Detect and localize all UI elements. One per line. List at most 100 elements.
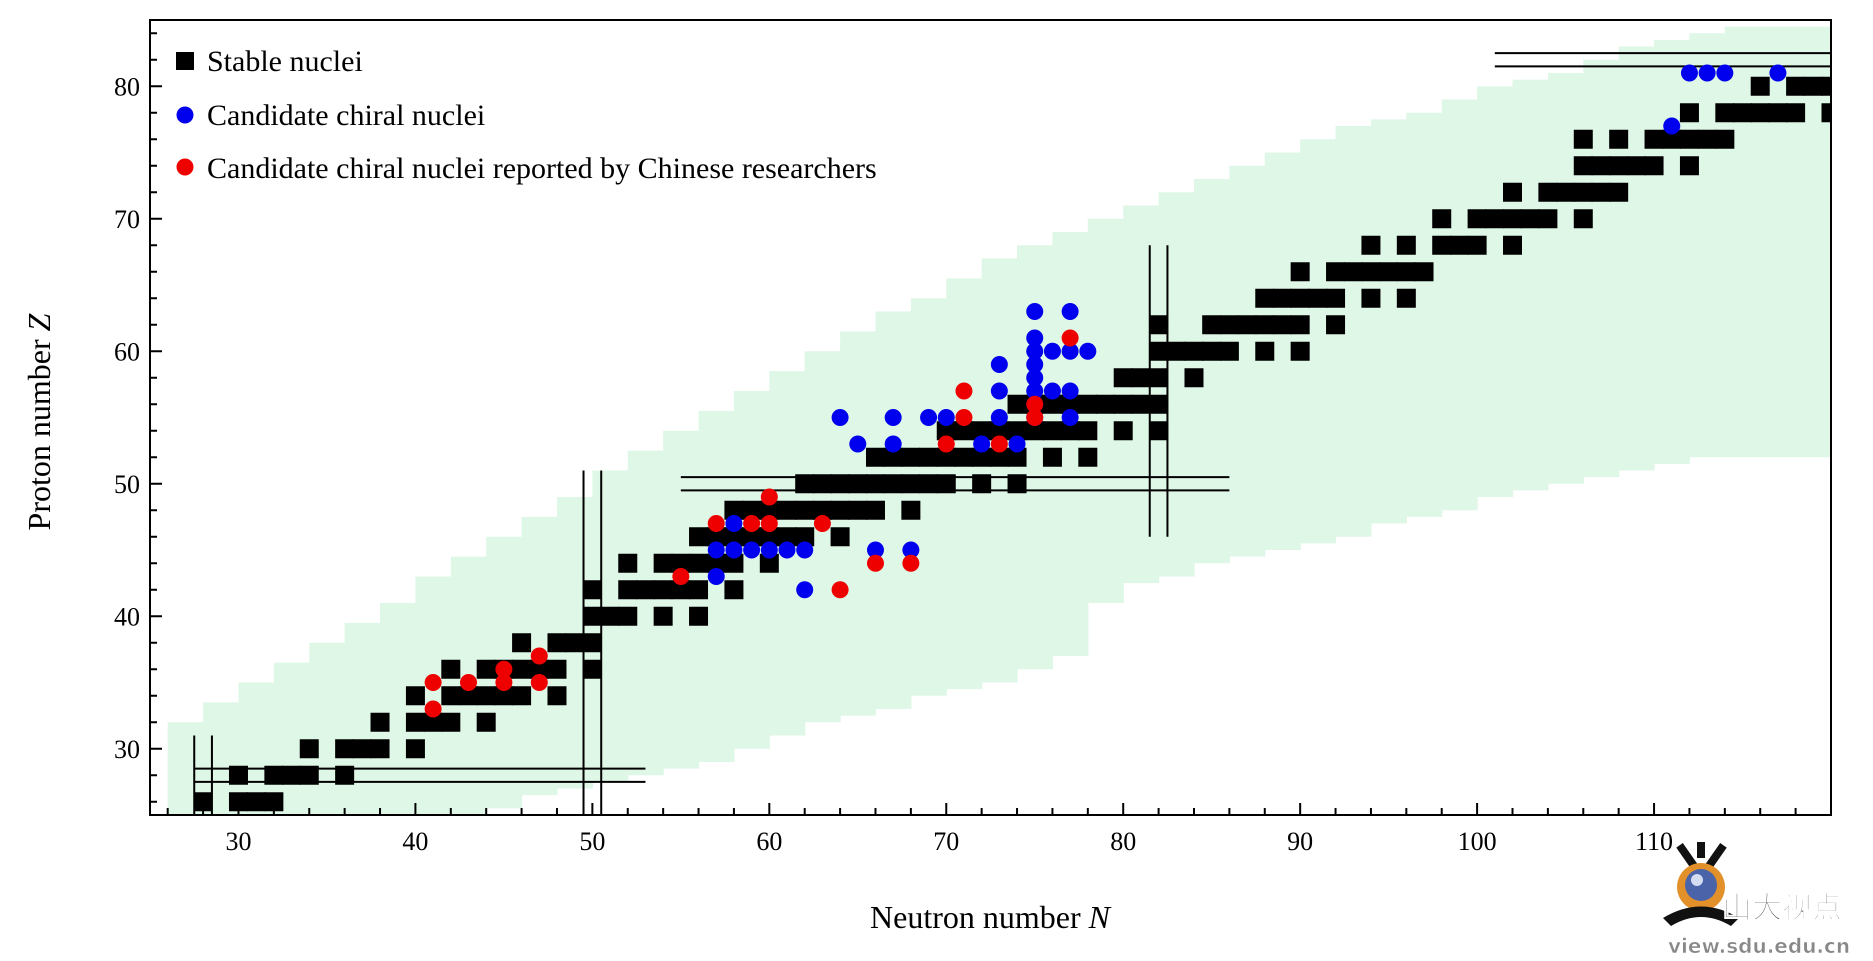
stable-nucleus-marker (1113, 394, 1133, 414)
stable-nucleus-marker (635, 580, 655, 600)
y-axis-label: Proton number Z (21, 312, 57, 530)
candidate-chiral-marker (725, 515, 743, 532)
band-segment (273, 662, 310, 815)
stable-nucleus-marker (1308, 288, 1328, 308)
band-segment (1052, 232, 1089, 656)
stable-nucleus-marker (689, 553, 709, 573)
candidate-chiral-marker (831, 409, 849, 426)
stable-nucleus-marker (689, 527, 709, 547)
stable-nucleus-marker (1573, 182, 1593, 202)
candidate-chiral-marker (1079, 342, 1097, 360)
stable-nucleus-marker (228, 792, 248, 812)
stable-nucleus-marker (1396, 262, 1416, 282)
candidate-chiral-marker (1026, 303, 1044, 320)
chinese-candidate-marker (1026, 395, 1044, 413)
stable-nucleus-marker (1573, 129, 1593, 149)
stable-nucleus-marker (1219, 315, 1239, 335)
candidate-chiral-marker (884, 409, 902, 426)
stable-nucleus-marker (972, 421, 992, 441)
stable-nucleus-marker (742, 500, 762, 520)
stable-nucleus-marker (1502, 235, 1522, 255)
stable-nucleus-marker (1219, 341, 1239, 361)
candidate-chiral-marker (973, 435, 991, 453)
stable-nucleus-marker (370, 739, 390, 759)
stable-nucleus-marker (1626, 156, 1646, 176)
stable-nucleus-marker (512, 633, 532, 653)
stable-nucleus-marker (512, 686, 532, 706)
candidate-chiral-marker (1716, 64, 1734, 82)
x-tick-label: 60 (756, 827, 782, 856)
stable-nucleus-marker (1042, 394, 1062, 414)
stable-nucleus-marker (494, 686, 514, 706)
stable-nucleus-marker (1520, 209, 1540, 229)
candidate-chiral-marker (1043, 342, 1061, 360)
stable-nucleus-marker (1715, 103, 1735, 123)
y-tick-label: 50 (114, 470, 140, 499)
band-segment (981, 258, 1018, 683)
stable-nucleus-marker (1538, 182, 1558, 202)
stable-nucleus-marker (1644, 129, 1664, 149)
stable-nucleus-marker (1326, 262, 1346, 282)
stable-nucleus-marker (547, 633, 567, 653)
chinese-candidate-marker (760, 515, 778, 532)
candidate-chiral-marker (849, 435, 867, 453)
stable-nucleus-marker (582, 606, 602, 626)
stable-nucleus-marker (1042, 421, 1062, 441)
stable-nucleus-marker (1343, 262, 1363, 282)
candidate-chiral-marker (1769, 64, 1787, 82)
stable-nucleus-marker (1556, 182, 1576, 202)
stable-nucleus-marker (1432, 235, 1452, 255)
band-segment (380, 603, 417, 815)
stable-nucleus-marker (264, 792, 284, 812)
chinese-candidate-marker (937, 435, 955, 453)
stable-nucleus-marker (299, 739, 319, 759)
stable-nucleus-marker (812, 474, 832, 494)
y-tick-label: 80 (114, 72, 140, 101)
stable-nucleus-marker (830, 474, 850, 494)
stable-nucleus-marker (1184, 341, 1204, 361)
chinese-candidate-marker (530, 647, 548, 665)
candidate-chiral-marker (1061, 303, 1079, 320)
stable-nucleus-marker (618, 606, 638, 626)
stable-nucleus-marker (582, 580, 602, 600)
stable-nucleus-marker (1644, 156, 1664, 176)
stable-nucleus-marker (1290, 315, 1310, 335)
band-segment (1123, 205, 1160, 584)
stable-nucleus-marker (1113, 421, 1133, 441)
candidate-chiral-marker (760, 541, 778, 559)
candidate-chiral-marker (1026, 329, 1044, 347)
candidate-chiral-marker (990, 382, 1008, 400)
band-segment (1370, 119, 1407, 524)
stable-nucleus-marker (671, 553, 691, 573)
band-segment (910, 298, 947, 696)
stable-nucleus-marker (919, 447, 939, 467)
candidate-chiral-marker (796, 581, 814, 599)
stable-nucleus-marker (689, 580, 709, 600)
stable-nucleus-marker (1078, 394, 1098, 414)
stable-nucleus-marker (1750, 103, 1770, 123)
stable-nucleus-marker (1272, 315, 1292, 335)
stable-nucleus-marker (1432, 209, 1452, 229)
stable-nucleus-marker (1131, 368, 1151, 388)
stable-nucleus-marker (901, 500, 921, 520)
stable-nucleus-marker (671, 580, 691, 600)
stable-nucleus-marker (777, 527, 797, 547)
stable-nucleus-marker (1609, 182, 1629, 202)
stable-nucleus-marker (476, 712, 496, 732)
stable-nucleus-marker (777, 500, 797, 520)
stable-nucleus-marker (1202, 315, 1222, 335)
stable-nucleus-marker (742, 527, 762, 547)
stable-nucleus-marker (989, 421, 1009, 441)
stable-nucleus-marker (299, 765, 319, 785)
band-segment (1618, 46, 1655, 471)
chinese-candidate-marker (495, 660, 513, 678)
stable-nucleus-marker (547, 686, 567, 706)
stable-nucleus-marker (1025, 421, 1045, 441)
stable-nucleus-marker (1679, 103, 1699, 123)
stable-nucleus-marker (759, 553, 779, 573)
band-segment (1229, 165, 1266, 557)
stable-nucleus-marker (1255, 315, 1275, 335)
stable-nucleus-marker (1467, 235, 1487, 255)
stable-nucleus-marker (653, 580, 673, 600)
stable-nucleus-marker (706, 527, 726, 547)
